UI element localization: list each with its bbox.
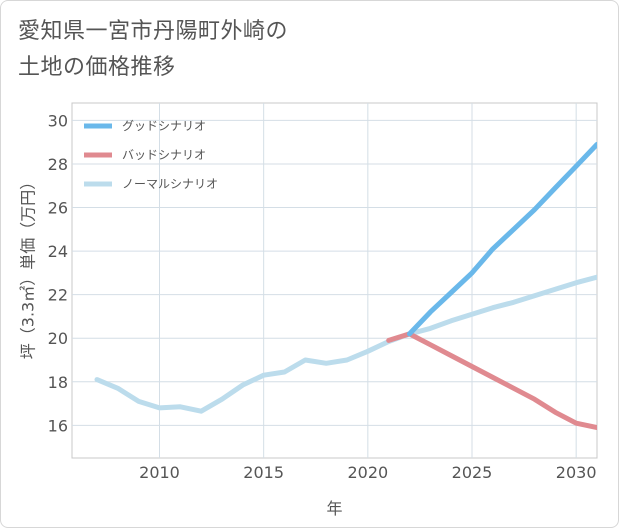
series-line-1 bbox=[386, 331, 597, 430]
x-tick-label: 2010 bbox=[139, 463, 180, 482]
chart-title: 愛知県一宮市丹陽町外崎の 土地の価格推移 bbox=[18, 14, 288, 86]
series-lines bbox=[94, 141, 597, 430]
y-tick-label: 30 bbox=[48, 111, 68, 130]
chart-title-line1: 愛知県一宮市丹陽町外崎の bbox=[18, 19, 289, 44]
legend-label-2: ノーマルシナリオ bbox=[122, 177, 218, 191]
plot-frame bbox=[71, 102, 598, 459]
y-tick-label: 26 bbox=[48, 199, 68, 218]
y-tick-label: 22 bbox=[48, 286, 68, 305]
y-tick-label: 18 bbox=[48, 373, 68, 392]
legend-label-1: バッドシナリオ bbox=[122, 148, 206, 162]
x-axis-title: 年 bbox=[326, 499, 342, 518]
x-tick-label: 2025 bbox=[452, 463, 493, 482]
y-tick-label: 28 bbox=[48, 155, 68, 174]
x-tick-label: 2020 bbox=[347, 463, 388, 482]
y-axis-title: 坪（3.3㎡）単価（万円） bbox=[19, 174, 38, 359]
x-tick-label: 2030 bbox=[556, 463, 597, 482]
series-line-2 bbox=[94, 274, 597, 414]
grid-lines bbox=[71, 102, 598, 459]
axes: 2010 2015 2020 2025 2030 16 18 20 22 24 26 28 30 bbox=[48, 111, 597, 482]
y-tick-label: 24 bbox=[48, 242, 68, 261]
legend-label-0: グッドシナリオ bbox=[122, 119, 206, 133]
series-line-0 bbox=[407, 141, 597, 337]
x-tick-label: 2015 bbox=[243, 463, 284, 482]
y-tick-label: 20 bbox=[48, 329, 68, 348]
chart-title-line2: 土地の価格推移 bbox=[18, 55, 176, 80]
y-tick-label: 16 bbox=[48, 416, 68, 435]
